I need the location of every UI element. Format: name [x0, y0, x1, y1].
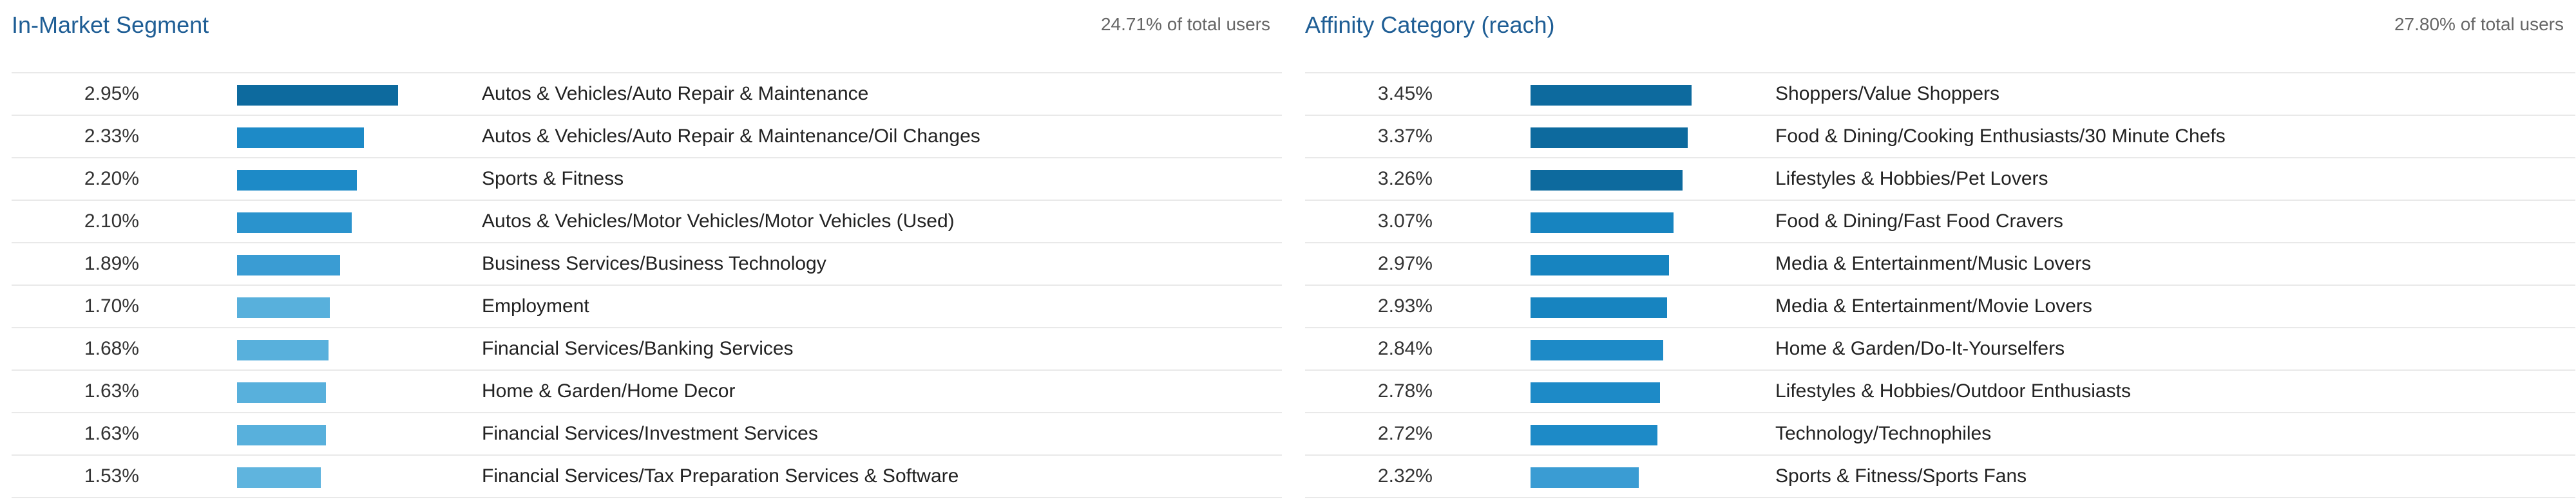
panel-total-users: 24.71% of total users	[1100, 14, 1270, 34]
table-row: 2.78% Lifestyles & Hobbies/Outdoor Enthus…	[1305, 371, 2575, 413]
category-label: Food & Dining/Cooking Enthusiasts/30 Min…	[1775, 126, 2226, 147]
category-label: Shoppers/Value Shoppers	[1775, 83, 2000, 104]
table-row: 2.32% Sports & Fitness/Sports Fans	[1305, 456, 2575, 498]
bar	[1531, 127, 1688, 148]
value-label: 2.72%	[1377, 423, 1433, 444]
table-row: 2.72% Technology/Technophiles	[1305, 413, 2575, 456]
category-label: Sports & Fitness/Sports Fans	[1775, 465, 2027, 487]
category-label: Autos & Vehicles/Motor Vehicles/Motor Ve…	[482, 210, 955, 232]
value-label: 2.97%	[1377, 253, 1433, 274]
value-label: 3.26%	[1377, 168, 1433, 189]
category-label: Autos & Vehicles/Auto Repair & Maintenan…	[482, 126, 980, 147]
value-label: 1.89%	[84, 253, 139, 274]
category-label: Autos & Vehicles/Auto Repair & Maintenan…	[482, 83, 869, 104]
table-row: 1.68% Financial Services/Banking Services	[12, 328, 1282, 371]
table-row: 3.26% Lifestyles & Hobbies/Pet Lovers	[1305, 158, 2575, 201]
category-label: Business Services/Business Technology	[482, 253, 826, 274]
bar	[1531, 212, 1674, 233]
value-label: 1.70%	[84, 295, 139, 317]
value-label: 1.68%	[84, 338, 139, 359]
table-row: 2.95% Autos & Vehicles/Auto Repair & Main…	[12, 73, 1282, 116]
bar	[237, 85, 398, 106]
category-label: Financial Services/Banking Services	[482, 338, 794, 359]
bar	[237, 127, 364, 148]
category-label: Technology/Technophiles	[1775, 423, 1992, 444]
bar	[1531, 170, 1683, 191]
table-row: 2.20% Sports & Fitness	[12, 158, 1282, 201]
category-label: Home & Garden/Do-It-Yourselfers	[1775, 338, 2065, 359]
in-market-segment-panel: In-Market Segment 24.71% of total users …	[12, 0, 1282, 504]
bar-rows: 3.45% Shoppers/Value Shoppers 3.37% Food & …	[1305, 72, 2575, 498]
bar	[1531, 340, 1663, 360]
bar	[237, 467, 321, 488]
value-label: 2.95%	[84, 83, 139, 104]
bar	[237, 255, 340, 275]
value-label: 3.07%	[1377, 210, 1433, 232]
value-label: 2.33%	[84, 126, 139, 147]
bar	[237, 170, 357, 191]
bar	[1531, 382, 1660, 403]
value-label: 1.53%	[84, 465, 139, 487]
category-label: Food & Dining/Fast Food Cravers	[1775, 210, 2063, 232]
table-row: 2.33% Autos & Vehicles/Auto Repair & Main…	[12, 116, 1282, 158]
bar	[237, 297, 330, 318]
bar	[237, 212, 352, 233]
category-label: Financial Services/Investment Services	[482, 423, 818, 444]
table-row: 2.93% Media & Entertainment/Movie Lovers	[1305, 286, 2575, 328]
value-label: 2.78%	[1377, 380, 1433, 402]
table-row: 2.84% Home & Garden/Do-It-Yourselfers	[1305, 328, 2575, 371]
value-label: 1.63%	[84, 423, 139, 444]
table-row: 2.10% Autos & Vehicles/Motor Vehicles/Mot…	[12, 201, 1282, 243]
table-row: 3.37% Food & Dining/Cooking Enthusiasts/3…	[1305, 116, 2575, 158]
bar	[1531, 297, 1667, 318]
bar	[237, 382, 326, 403]
category-label: Employment	[482, 295, 589, 317]
category-label: Media & Entertainment/Music Lovers	[1775, 253, 2092, 274]
category-label: Lifestyles & Hobbies/Outdoor Enthusiasts	[1775, 380, 2131, 402]
table-row: 1.63% Home & Garden/Home Decor	[12, 371, 1282, 413]
category-label: Financial Services/Tax Preparation Servi…	[482, 465, 959, 487]
category-label: Lifestyles & Hobbies/Pet Lovers	[1775, 168, 2048, 189]
bar	[1531, 85, 1692, 106]
value-label: 2.84%	[1377, 338, 1433, 359]
value-label: 2.20%	[84, 168, 139, 189]
table-row: 3.07% Food & Dining/Fast Food Cravers	[1305, 201, 2575, 243]
category-label: Media & Entertainment/Movie Lovers	[1775, 295, 2092, 317]
value-label: 3.45%	[1377, 83, 1433, 104]
bar-rows: 2.95% Autos & Vehicles/Auto Repair & Main…	[12, 72, 1282, 498]
value-label: 3.37%	[1377, 126, 1433, 147]
value-label: 2.10%	[84, 210, 139, 232]
category-label: Sports & Fitness	[482, 168, 624, 189]
table-row: 2.97% Media & Entertainment/Music Lovers	[1305, 243, 2575, 286]
panel-title[interactable]: Affinity Category (reach)	[1305, 12, 1555, 38]
bar	[237, 340, 329, 360]
value-label: 1.63%	[84, 380, 139, 402]
affinity-category-panel: Affinity Category (reach) 27.80% of tota…	[1305, 0, 2575, 504]
bar	[1531, 467, 1639, 488]
table-row: 1.53% Financial Services/Tax Preparation …	[12, 456, 1282, 498]
value-label: 2.93%	[1377, 295, 1433, 317]
value-label: 2.32%	[1377, 465, 1433, 487]
category-label: Home & Garden/Home Decor	[482, 380, 736, 402]
panel-total-users: 27.80% of total users	[2394, 14, 2564, 34]
table-row: 1.89% Business Services/Business Technolo…	[12, 243, 1282, 286]
table-row: 3.45% Shoppers/Value Shoppers	[1305, 73, 2575, 116]
panel-title[interactable]: In-Market Segment	[12, 12, 209, 38]
bar	[1531, 425, 1657, 445]
bar	[237, 425, 326, 445]
table-row: 1.63% Financial Services/Investment Servi…	[12, 413, 1282, 456]
bar	[1531, 255, 1669, 275]
table-row: 1.70% Employment	[12, 286, 1282, 328]
